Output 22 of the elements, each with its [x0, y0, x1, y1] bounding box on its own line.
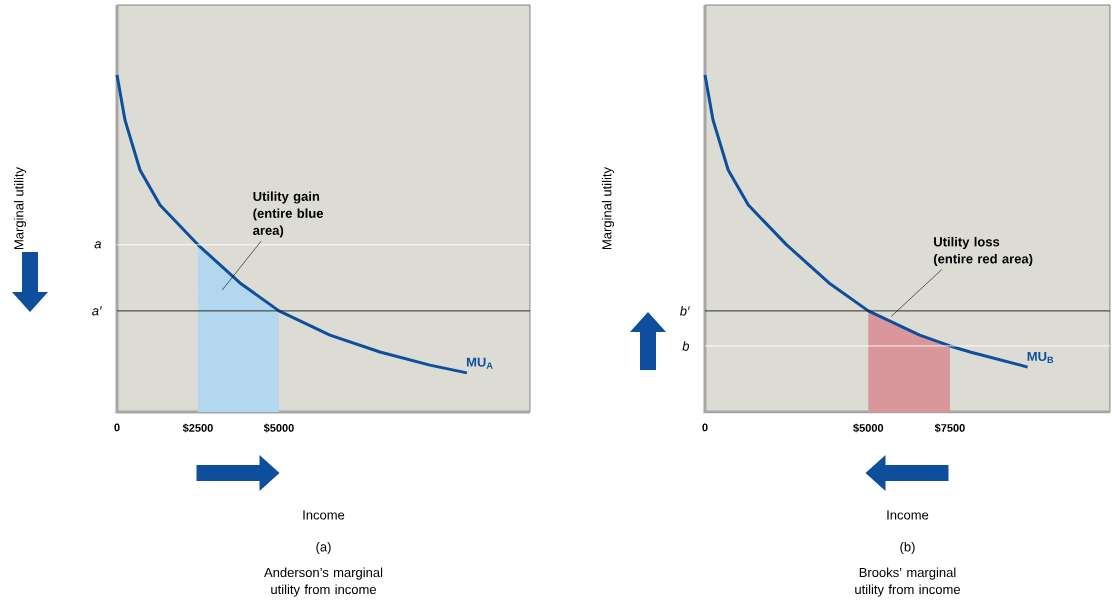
- ref-line-label: a: [94, 241, 102, 249]
- series-label: MU$_{A}$: [466, 357, 493, 369]
- series-label: MU$_{B}$: [1027, 351, 1054, 363]
- annotation: Utility gain (entire blue area): [253, 191, 324, 238]
- x-tick-label: $7500: [934, 423, 965, 433]
- ref-line-label: b: [682, 341, 690, 351]
- x-tick-label: $5000: [853, 423, 884, 433]
- text: Brooks’ marginal utility from income: [855, 567, 960, 597]
- x-tick-label: $5000: [263, 423, 294, 433]
- text: Anderson’s marginal utility from income: [264, 567, 383, 597]
- x-tick-label: 0: [114, 423, 120, 432]
- x-axis-title: Income: [303, 510, 345, 520]
- ref-line-label: b′: [679, 306, 690, 316]
- text: (b): [900, 541, 915, 555]
- text: (a): [316, 541, 331, 555]
- ref-line-label: a′: [92, 306, 102, 316]
- x-tick-label: $2500: [182, 423, 213, 433]
- annotation: Utility loss (entire red area): [933, 236, 1033, 267]
- y-axis-title: Marginal utility: [13, 167, 27, 249]
- x-tick-label: 0: [702, 423, 708, 432]
- y-axis-title: Marginal utility: [601, 167, 615, 249]
- x-axis-title: Income: [887, 510, 929, 520]
